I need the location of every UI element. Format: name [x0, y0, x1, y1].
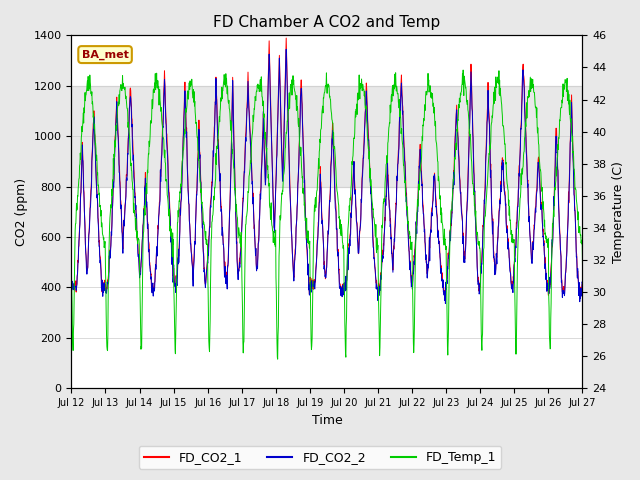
Title: FD Chamber A CO2 and Temp: FD Chamber A CO2 and Temp: [213, 15, 440, 30]
Text: BA_met: BA_met: [82, 49, 129, 60]
X-axis label: Time: Time: [312, 414, 342, 427]
Y-axis label: CO2 (ppm): CO2 (ppm): [15, 178, 28, 246]
Legend: FD_CO2_1, FD_CO2_2, FD_Temp_1: FD_CO2_1, FD_CO2_2, FD_Temp_1: [139, 446, 501, 469]
Y-axis label: Temperature (C): Temperature (C): [612, 161, 625, 263]
Bar: [72, 86, 582, 187]
